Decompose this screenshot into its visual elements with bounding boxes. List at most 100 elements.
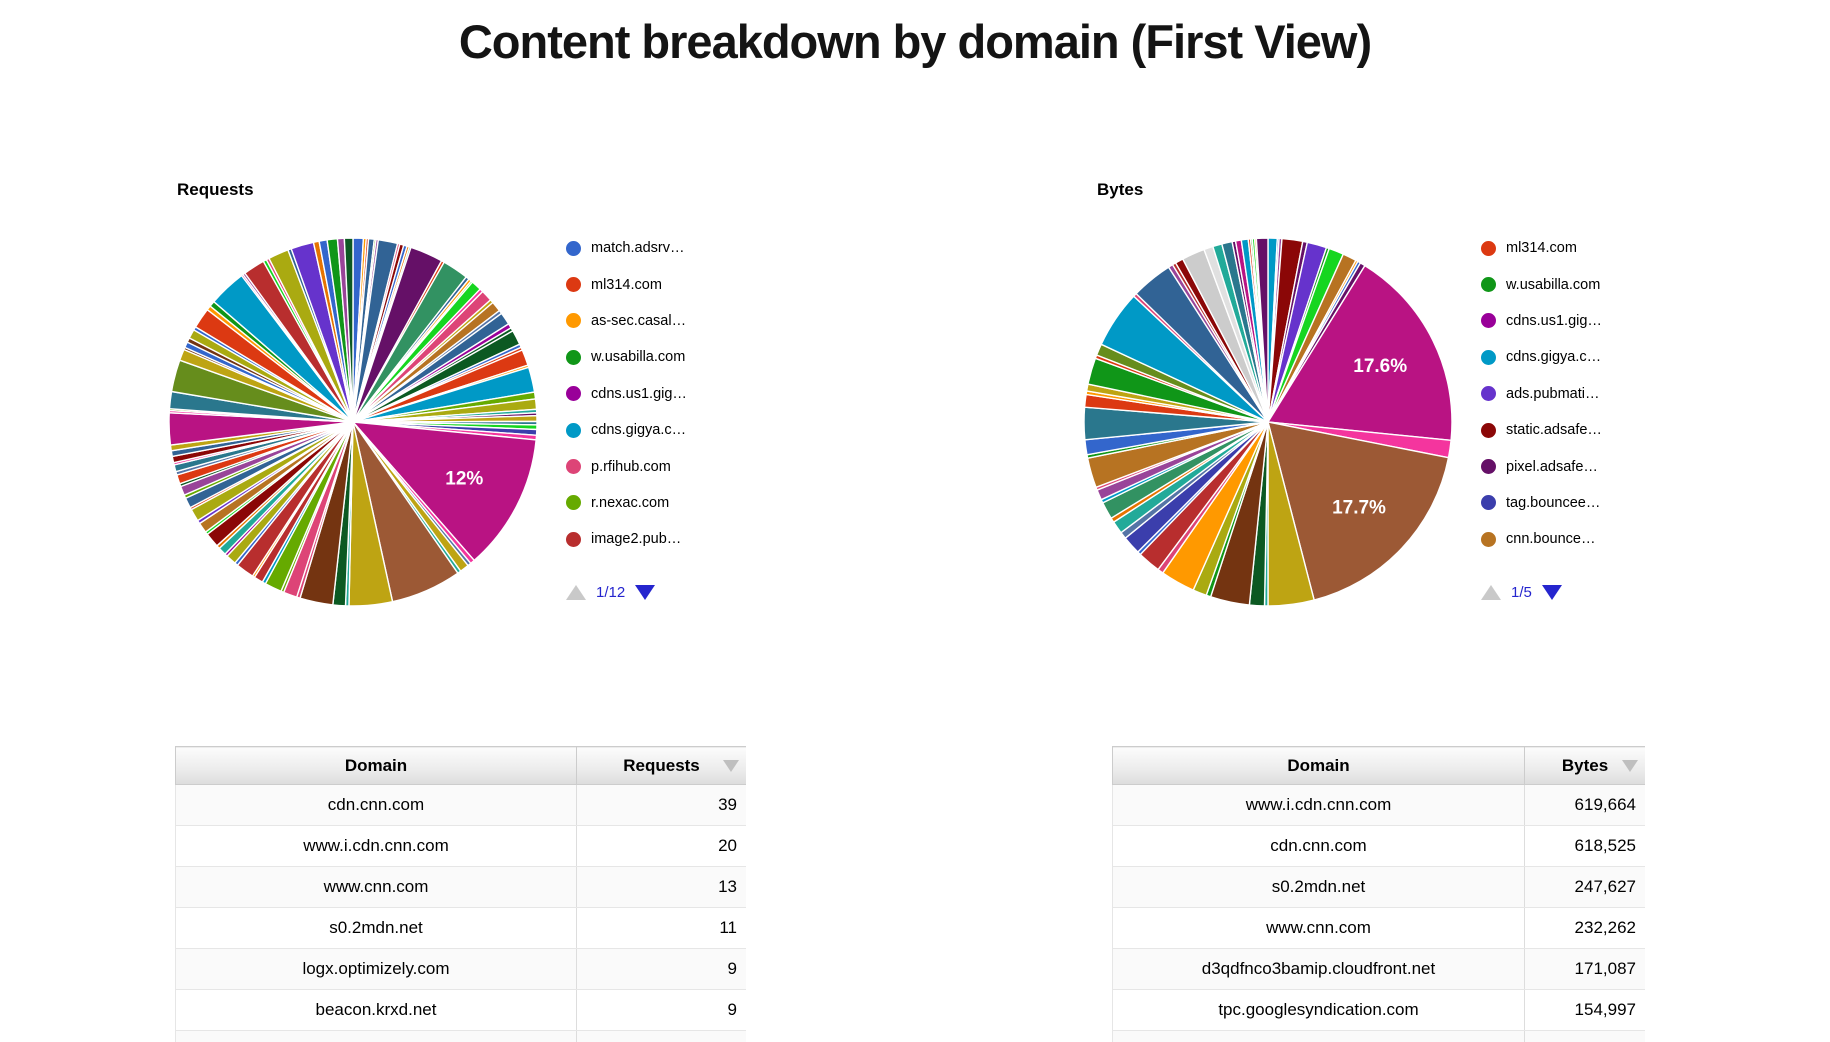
sort-descending-icon [723,759,739,772]
domain-cell [175,1030,577,1042]
legend-swatch-icon [566,422,581,438]
legend-swatch-icon [1481,495,1496,511]
legend-item[interactable]: pixel.adsafe… [1481,448,1671,484]
legend-page-down-icon[interactable] [1541,585,1562,600]
legend-label: r.nexac.com [591,494,670,511]
legend-label: as-sec.casal… [591,312,687,329]
sort-descending-icon [1622,759,1638,772]
legend-label: ml314.com [591,276,662,293]
legend-item[interactable]: ml314.com [566,266,756,302]
domain-cell: www.cnn.com [175,866,577,908]
table-row[interactable]: www.i.cdn.cnn.com 619,664 [1112,784,1645,826]
legend-item[interactable]: w.usabilla.com [1481,266,1671,302]
table-row[interactable]: s0.2mdn.net 247,627 [1112,866,1645,908]
pie-percent-label: 12% [445,469,483,490]
requests-legend: match.adsrv… ml314.com as-sec.casal… w.usab… [566,230,756,558]
legend-item[interactable]: image2.pub… [566,521,756,557]
table-row-partial[interactable] [1112,1030,1645,1042]
legend-swatch-icon [566,277,581,293]
legend-swatch-icon [1481,240,1496,256]
pie-slice[interactable] [343,237,354,423]
bytes-legend: ml314.com w.usabilla.com cdns.us1.gig… cdns… [1481,230,1671,558]
domain-column-header[interactable]: Domain [175,746,577,785]
value-cell: 171,087 [1524,948,1645,990]
legend-item[interactable]: cdns.gigya.c… [566,412,756,448]
domain-column-header[interactable]: Domain [1112,746,1525,785]
bytes-pie-chart: 17.6% 17.7% [1083,237,1453,607]
domain-cell: www.i.cdn.cnn.com [175,825,577,867]
domain-cell: beacon.krxd.net [175,989,577,1031]
legend-item[interactable]: cdns.gigya.c… [1481,339,1671,375]
table-row[interactable]: www.cnn.com 13 [175,866,746,908]
legend-item[interactable]: ads.pubmati… [1481,376,1671,412]
table-row[interactable]: logx.optimizely.com 9 [175,948,746,990]
legend-label: cnn.bounce… [1506,531,1596,548]
value-cell: 9 [576,948,746,990]
legend-label: cdns.us1.gig… [591,385,687,402]
domain-cell: s0.2mdn.net [1112,866,1525,908]
value-cell: 618,525 [1524,825,1645,867]
legend-swatch-icon [1481,313,1496,329]
legend-item[interactable]: cdns.us1.gig… [566,376,756,412]
value-cell: 13 [576,866,746,908]
table-row[interactable]: tpc.googlesyndication.com 154,997 [1112,989,1645,1031]
domain-cell: s0.2mdn.net [175,907,577,949]
legend-swatch-icon [1481,277,1496,293]
value-cell: 20 [576,825,746,867]
bytes-column-header[interactable]: Bytes [1524,746,1645,785]
bytes-table: Domain Bytes www.i.cdn.cnn.com 619,664 cdn… [1112,746,1645,1042]
legend-label: cdns.gigya.c… [1506,349,1602,366]
legend-swatch-icon [566,313,581,329]
value-cell [1524,1030,1645,1042]
legend-item[interactable]: as-sec.casal… [566,303,756,339]
legend-page-down-icon[interactable] [635,585,656,600]
legend-page-indicator: 1/5 [1511,584,1532,601]
legend-swatch-icon [1481,531,1496,547]
legend-label: w.usabilla.com [591,349,686,366]
table-row[interactable]: cdn.cnn.com 39 [175,784,746,826]
table-header-row: Domain Bytes [1112,746,1645,785]
value-cell: 9 [576,989,746,1031]
legend-item[interactable]: tag.bouncee… [1481,485,1671,521]
legend-label: ads.pubmati… [1506,385,1600,402]
domain-cell [1112,1030,1525,1042]
legend-swatch-icon [1481,349,1496,365]
legend-label: cdns.us1.gig… [1506,312,1602,329]
pie-slice[interactable] [1266,264,1453,442]
legend-item[interactable]: ml314.com [1481,230,1671,266]
legend-label: static.adsafe… [1506,422,1602,439]
legend-item[interactable]: cdns.us1.gig… [1481,303,1671,339]
legend-swatch-icon [566,240,581,256]
table-row-partial[interactable] [175,1030,746,1042]
table-row[interactable]: www.cnn.com 232,262 [1112,907,1645,949]
page-title: Content breakdown by domain (First View) [458,15,1372,68]
legend-item[interactable]: r.nexac.com [566,485,756,521]
table-row[interactable]: www.i.cdn.cnn.com 20 [175,825,746,867]
legend-label: p.rfihub.com [591,458,671,475]
legend-page-up-icon[interactable] [566,585,586,600]
legend-label: tag.bouncee… [1506,494,1601,511]
bytes-legend-pager: 1/5 [1481,584,1562,601]
legend-item[interactable]: p.rfihub.com [566,448,756,484]
legend-item[interactable]: match.adsrv… [566,230,756,266]
domain-cell: tpc.googlesyndication.com [1112,989,1525,1031]
requests-chart-title: Requests [177,180,254,199]
domain-cell: cdn.cnn.com [175,784,577,826]
legend-swatch-icon [1481,459,1496,475]
table-row[interactable]: s0.2mdn.net 11 [175,907,746,949]
table-row[interactable]: beacon.krxd.net 9 [175,989,746,1031]
pie-slice[interactable] [351,421,537,562]
requests-column-header[interactable]: Requests [576,746,746,785]
legend-label: w.usabilla.com [1506,276,1601,293]
table-row[interactable]: d3qdfnco3bamip.cloudfront.net 171,087 [1112,948,1645,990]
legend-page-up-icon[interactable] [1481,585,1501,600]
pie-slice[interactable] [1267,421,1450,601]
legend-label: image2.pub… [591,531,682,548]
value-cell: 39 [576,784,746,826]
pie-slice[interactable] [1255,237,1269,423]
legend-item[interactable]: w.usabilla.com [566,339,756,375]
legend-item[interactable]: cnn.bounce… [1481,521,1671,557]
legend-swatch-icon [566,386,581,402]
table-row[interactable]: cdn.cnn.com 618,525 [1112,825,1645,867]
legend-item[interactable]: static.adsafe… [1481,412,1671,448]
